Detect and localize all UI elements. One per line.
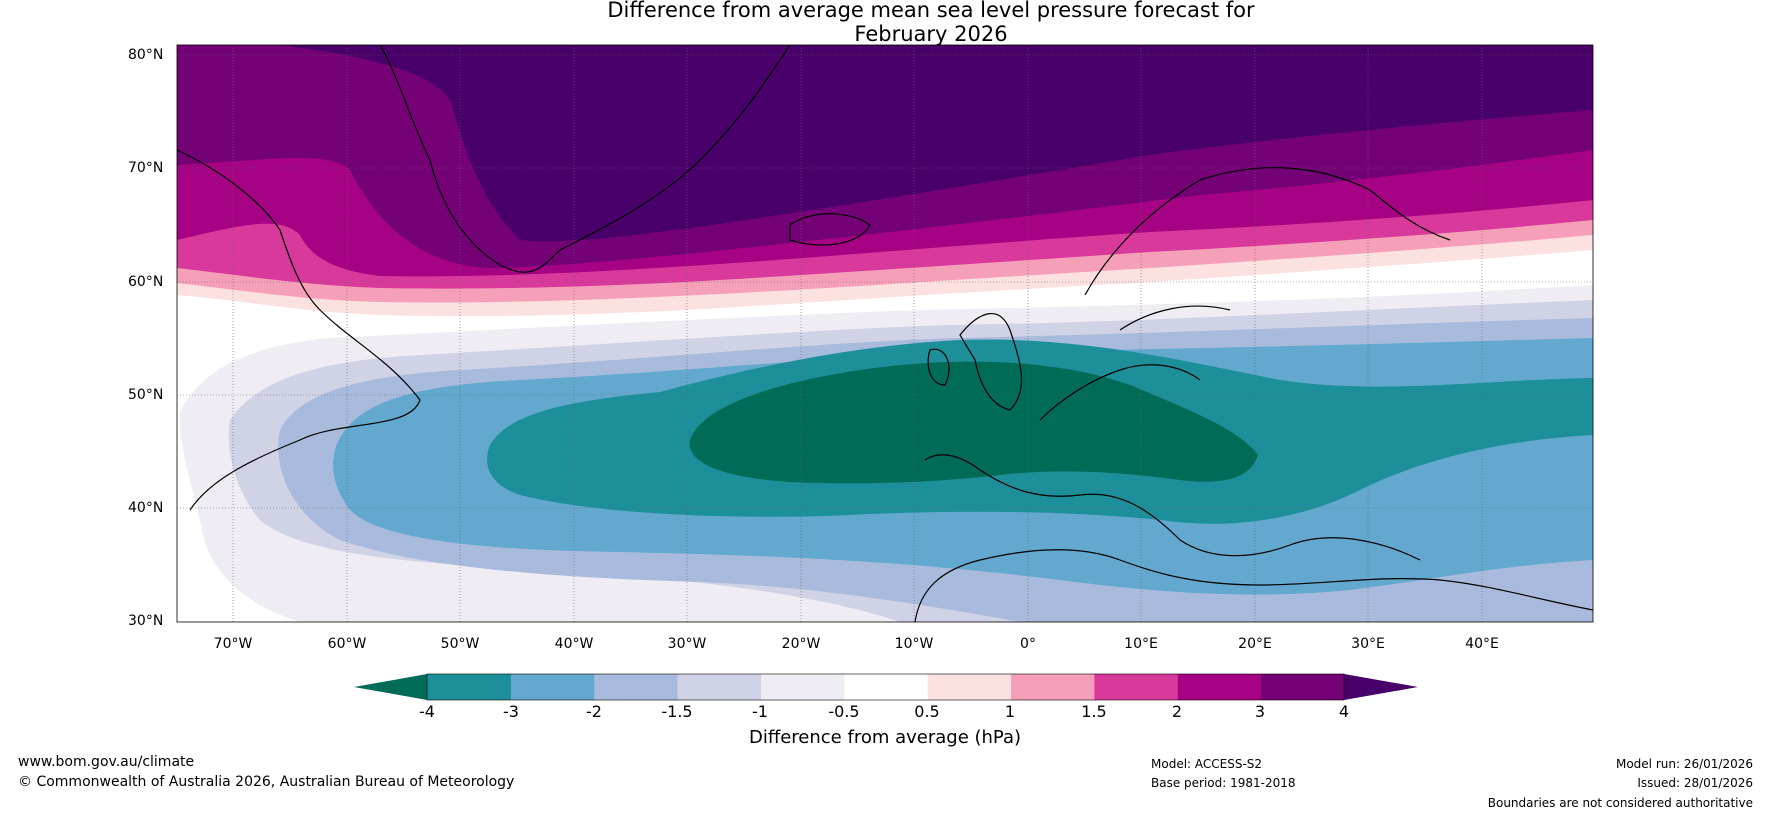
lon-label-30w: 30°W (667, 636, 707, 652)
colorbar-tick-label: -3 (503, 702, 519, 721)
lat-label-80n: 80°N (128, 47, 164, 63)
map-title-line-2: February 2026 (854, 22, 1008, 46)
colorbar-bin (1260, 674, 1345, 700)
footer-model: Model: ACCESS-S2 (1151, 757, 1263, 771)
lat-label-40n: 40°N (128, 500, 164, 516)
colorbar-tick-label: -4 (419, 702, 435, 721)
map-gridlines (177, 45, 1593, 622)
iceland-coast (789, 213, 871, 246)
colorbar-tick-label: 0.5 (914, 702, 940, 721)
lat-label-60n: 60°N (128, 274, 164, 290)
map-title-line-1: Difference from average mean sea level p… (607, 0, 1255, 22)
lon-label-40e: 40°E (1465, 636, 1499, 652)
colorbar-bin (1093, 674, 1178, 700)
lon-label-40w: 40°W (554, 636, 594, 652)
colorbar-bin (927, 674, 1012, 700)
lon-label-30e: 30°E (1351, 636, 1385, 652)
contour-above-4 (280, 45, 1593, 242)
europe-coast (924, 364, 1421, 561)
colorbar-bin (427, 674, 511, 700)
colorbar-above-triangle (1344, 674, 1418, 700)
colorbar-tick-label: -1.5 (661, 702, 693, 721)
contour-below-minus-4 (689, 361, 1258, 484)
colorbar-below-triangle (354, 674, 427, 700)
lon-label-60w: 60°W (327, 636, 367, 652)
footer-issued: Issued: 28/01/2026 (1637, 776, 1753, 790)
lon-label-20w: 20°W (781, 636, 821, 652)
colorbar-tick-label: 2 (1171, 702, 1183, 721)
colorbar-tick-label: -0.5 (828, 702, 860, 721)
colorbar-tick-label: 3 (1254, 702, 1266, 721)
footer-disclaimer: Boundaries are not considered authoritat… (1487, 796, 1753, 810)
colorbar (354, 673, 1418, 701)
map-frame (176, 44, 1594, 623)
colorbar-tick-label: 1 (1004, 702, 1016, 721)
british-isles-coast (927, 312, 1023, 411)
lon-label-50w: 50°W (440, 636, 480, 652)
colorbar-bin (1010, 674, 1095, 700)
colorbar-tick-label: -1 (752, 702, 768, 721)
greenland-coast (379, 45, 791, 273)
coastlines (177, 45, 1593, 622)
lat-label-50n: 50°N (128, 387, 164, 403)
lon-label-10w: 10°W (894, 636, 934, 652)
lon-label-0: 0° (1020, 636, 1036, 652)
colorbar-bin (593, 674, 678, 700)
colorbar-outline (426, 673, 1345, 701)
africa-coast (914, 549, 1593, 622)
colorbar-bin (677, 674, 761, 700)
lon-label-10e: 10°E (1124, 636, 1158, 652)
lat-label-30n: 30°N (128, 613, 164, 629)
colorbar-tick-label: 1.5 (1081, 702, 1107, 721)
map-title: Difference from average mean sea level p… (0, 0, 1770, 46)
north-america-coast (177, 149, 421, 511)
lon-label-70w: 70°W (213, 636, 253, 652)
map-plot-area (177, 45, 1593, 622)
lon-label-20e: 20°E (1238, 636, 1272, 652)
footer-website: www.bom.gov.au/climate (18, 754, 195, 770)
scandinavia-coast (1084, 167, 1451, 331)
colorbar-bin (1177, 674, 1262, 700)
footer-model-run: Model run: 26/01/2026 (1615, 757, 1753, 771)
colorbar-title: Difference from average (hPa) (748, 727, 1022, 748)
colorbar-bin (843, 674, 928, 700)
footer-copyright: © Commonwealth of Australia 2026, Austra… (18, 774, 515, 790)
colorbar-bin (760, 674, 845, 700)
colorbar-tick-label: 4 (1338, 702, 1350, 721)
lat-label-70n: 70°N (128, 160, 164, 176)
colorbar-bin (510, 674, 595, 700)
footer-base-period: Base period: 1981-2018 (1151, 776, 1296, 790)
colorbar-tick-label: -2 (586, 702, 602, 721)
